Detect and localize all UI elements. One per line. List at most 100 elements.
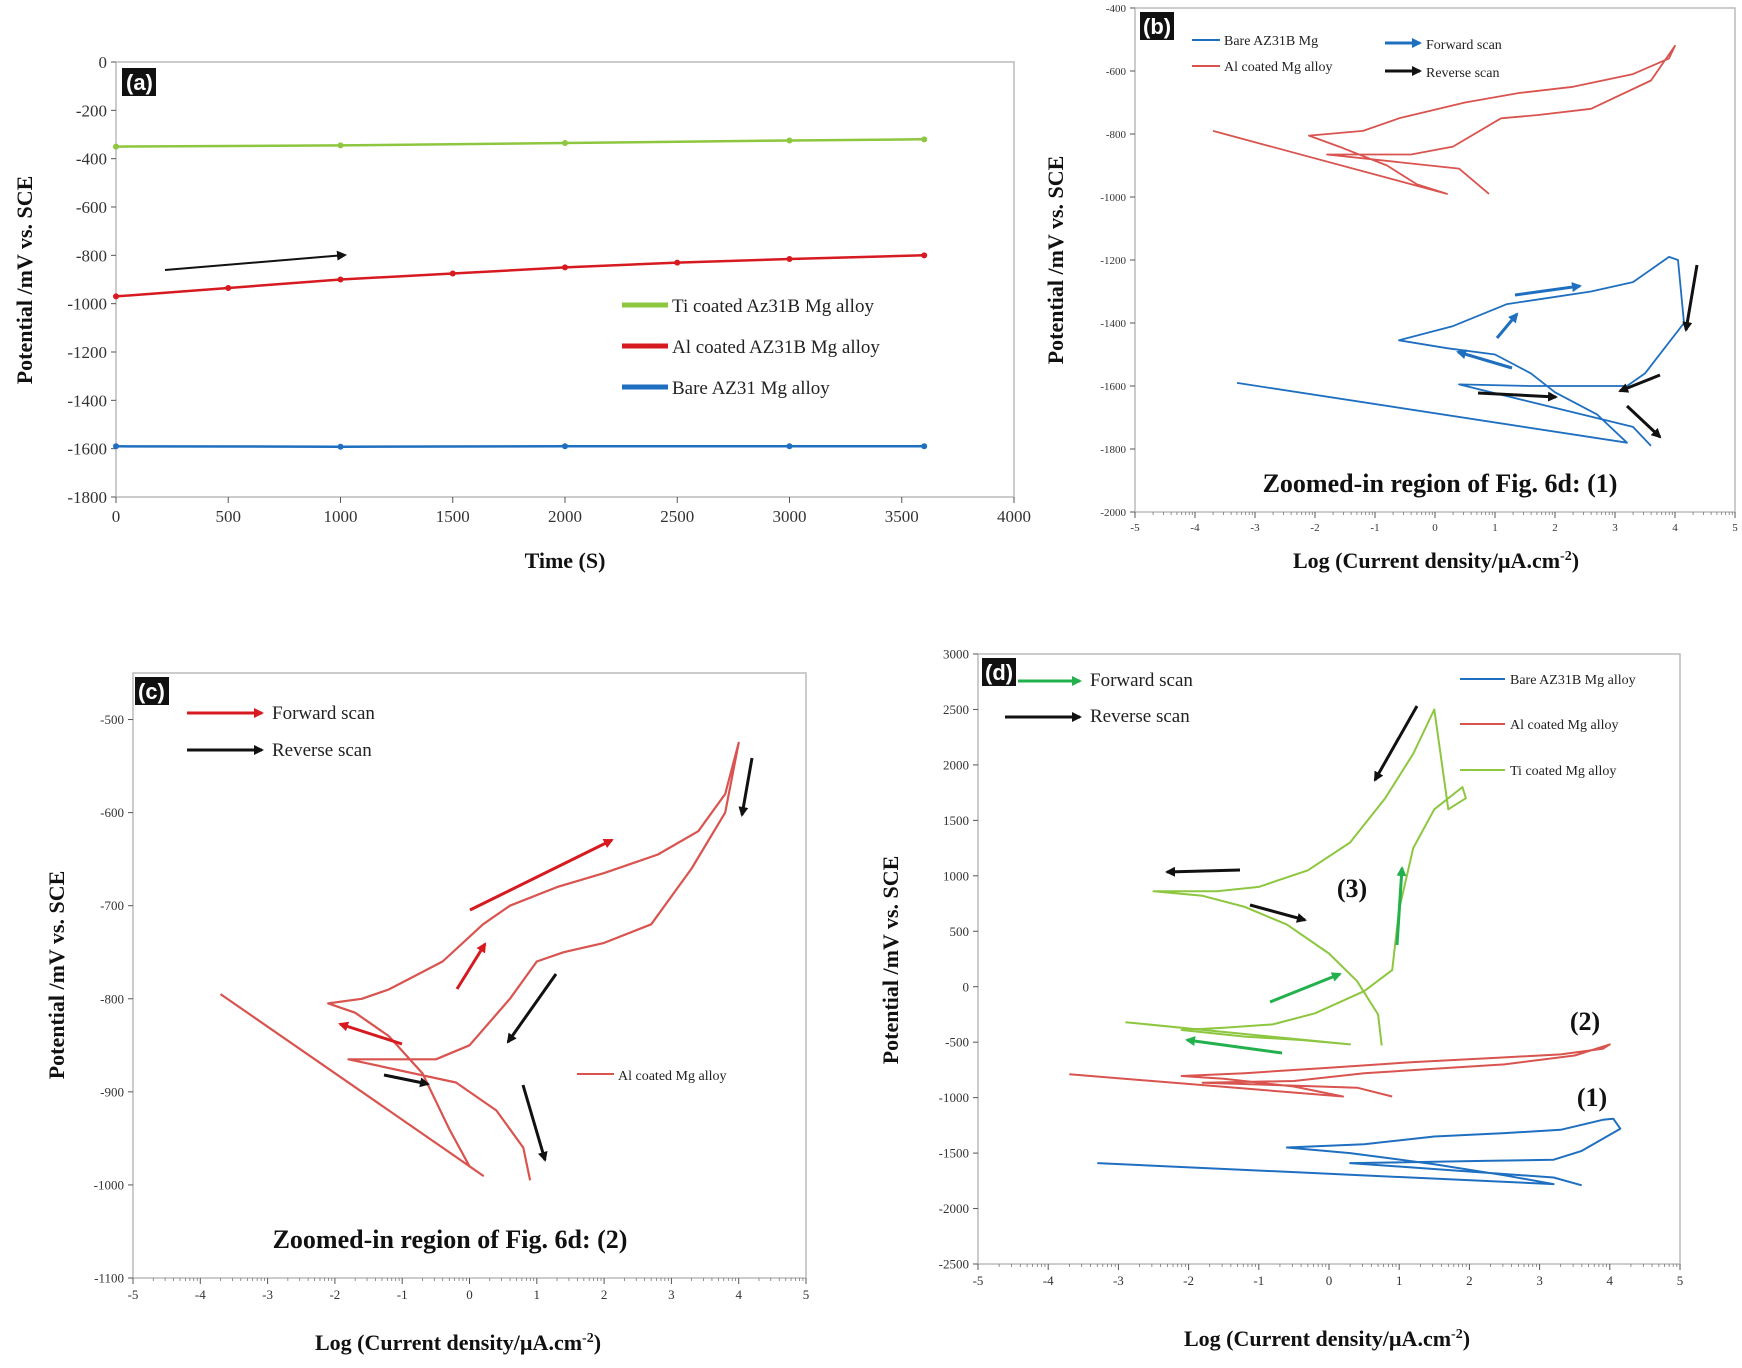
x-tick-label: 0 [112,507,121,526]
y-tick-label: -1000 [939,1090,969,1105]
panel-d-x-ticks: -5 -4 -3 -2 -1 0 1 2 3 4 5 [973,1264,1683,1288]
y-tick-label: -1000 [67,295,107,314]
series-line-1 [1212,44,1676,195]
x-tick-label: -3 [1250,522,1260,534]
y-tick-label: -1000 [1100,192,1126,204]
x-tick-label: -5 [1130,522,1140,534]
panel-b-x-label-end: ) [1572,548,1579,573]
y-tick-label: -1200 [67,343,107,362]
panel-d-direction-arrows [1165,705,1419,1055]
x-tick-label: 2 [1552,522,1558,534]
data-point [921,443,928,450]
legend-b-bare: Bare AZ31B Mg [1224,34,1318,49]
y-tick-label: -1800 [67,488,107,507]
y-tick-label: -400 [76,150,107,169]
x-tick-label: 3000 [773,507,807,526]
panel-c-plot-area [132,672,807,1279]
panel-d-x-label-main: Log (Current density/µA.cm [1184,1326,1451,1351]
y-tick-label: -600 [100,805,124,820]
panel-c-direction-arrows [338,757,754,1162]
y-tick-label: -1400 [67,391,107,410]
panel-b-direction-arrows [1456,264,1699,439]
panel-d-legend: Forward scan Reverse scan Bare AZ31B Mg … [1005,670,1636,779]
data-point [113,143,119,150]
y-tick-label: -2000 [1100,507,1126,519]
data-point [674,259,681,266]
x-tick-label: 0 [1432,522,1438,534]
panel-c-x-label-end: ) [594,1330,601,1355]
legend-c-al: Al coated Mg alloy [618,1069,726,1084]
y-tick-label: 500 [950,924,970,939]
panel-b-x-label-sup: -2 [1560,549,1572,564]
y-tick-label: -1500 [939,1146,969,1161]
panel-b-legend: Bare AZ31B Mg Al coated Mg alloy Forward… [1192,34,1502,81]
panel-c-series [219,741,740,1181]
x-tick-label: 4000 [997,507,1031,526]
legend-b-al: Al coated Mg alloy [1224,60,1332,75]
c-arrow-reverse-1 [738,757,754,817]
panel-c-x-label-main: Log (Current density/µA.cm [315,1330,582,1355]
x-tick-label: -5 [128,1287,139,1302]
panel-c-x-label-sup: -2 [582,1331,594,1346]
x-tick-label: -1 [397,1287,408,1302]
panel-d-label-box [982,658,1016,686]
panel-d-label: (d) [985,660,1013,685]
panel-b-x-ticks: -5 -4 -3 -2 -1 0 1 2 3 4 5 [1130,512,1738,534]
panel-c-legend: Forward scan Reverse scan Al coated Mg a… [187,703,726,1084]
y-tick-label: 1000 [943,868,969,883]
y-tick-label: -1400 [1100,318,1126,330]
y-tick-label: -2500 [939,1257,969,1272]
series-line-1 [1069,1043,1611,1098]
panel-c-label-box [135,677,169,705]
panel-c-label: (c) [138,679,165,704]
x-tick-label: 3500 [885,507,919,526]
y-tick-label: -600 [1106,66,1127,78]
panel-a-trend-arrow [164,250,347,271]
data-point [337,142,344,149]
panel-a-plot-area [115,61,1015,498]
legend-bare: Bare AZ31 Mg alloy [672,378,830,399]
d-arrow-forward-1 [1395,866,1407,946]
x-tick-label: 1 [1492,522,1498,534]
d-arrow-reverse-3 [1249,903,1307,923]
x-tick-label: -2 [329,1287,340,1302]
series-line-0 [1236,255,1685,447]
x-tick-label: -2 [1183,1273,1194,1288]
x-tick-label: -3 [262,1287,273,1302]
y-tick-label: -600 [76,198,107,217]
series-line-0 [219,741,740,1181]
x-tick-label: 1 [1396,1273,1403,1288]
panel-d-x-label-sup: -2 [1451,1327,1463,1342]
y-tick-label: -200 [76,101,107,120]
y-tick-label: 2000 [943,757,969,772]
panel-c: -500-600-700-800-900-1000-1100 -5 -4 -3 -2-… [44,672,810,1355]
panel-b-label-box [1140,12,1174,40]
panel-b-y-ticks: -400 -600 -800 -1000 -1200 -1400 -1600 -1800 -20… [1100,3,1135,519]
legend-c-forward: Forward scan [272,703,375,724]
data-point [786,255,793,262]
y-tick-label: -1200 [1100,255,1126,267]
panel-b-series [1212,44,1685,447]
y-tick-label: -1600 [67,440,107,459]
legend-ti: Ti coated Az31B Mg alloy [672,296,874,317]
x-tick-label: 0 [466,1287,473,1302]
legend-d-forward: Forward scan [1090,670,1193,691]
series-line-2 [1125,708,1467,1046]
x-tick-label: 5 [803,1287,810,1302]
panel-b-label: (b) [1143,14,1171,39]
d-arrow-reverse-1 [1373,705,1419,782]
x-tick-label: 2 [1466,1273,1473,1288]
region-label-1: (1) [1577,1083,1607,1112]
x-tick-label: -4 [1190,522,1200,534]
y-tick-label: 3000 [943,647,969,662]
legend-d-al: Al coated Mg alloy [1510,718,1618,733]
x-tick-label: 2000 [548,507,582,526]
panel-c-x-label: Log (Current density/µA.cm-2) [315,1330,601,1355]
legend-d-bare: Bare AZ31B Mg alloy [1510,673,1636,688]
y-tick-label: 1500 [943,813,969,828]
d-arrow-forward-3 [1185,1036,1283,1055]
x-tick-label: 2 [601,1287,608,1302]
panel-a-label: (a) [126,70,153,95]
y-tick-label: -700 [100,898,124,913]
